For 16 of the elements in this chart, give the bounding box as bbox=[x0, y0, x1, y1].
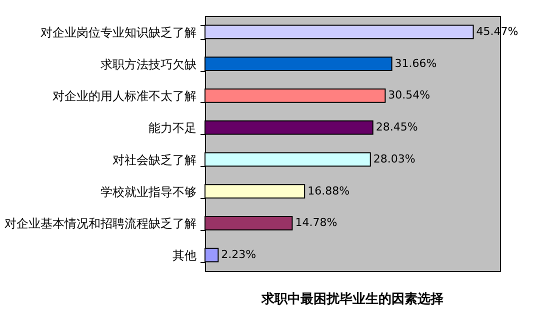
data-label: 30.54% bbox=[388, 88, 430, 102]
data-label: 28.03% bbox=[373, 152, 416, 166]
data-label: 14.78% bbox=[295, 216, 338, 230]
y-tick-label: 学校就业指导不够 bbox=[100, 184, 196, 199]
data-label: 16.88% bbox=[308, 184, 350, 198]
data-label: 31.66% bbox=[394, 56, 437, 70]
data-label: 28.45% bbox=[376, 120, 418, 134]
y-tick-label: 对企业基本情况和招聘流程缺乏了解 bbox=[4, 216, 196, 231]
y-tick-label: 对企业的用人标准不太了解 bbox=[52, 89, 196, 104]
data-label: 2.23% bbox=[221, 248, 256, 262]
y-tick-label: 对社会缺乏了解 bbox=[112, 152, 196, 167]
y-tick-label: 对企业岗位专业知识缺乏了解 bbox=[40, 25, 196, 40]
text: 求职中最困扰毕业生的因素选择 bbox=[260, 291, 444, 307]
y-tick-label: 求职方法技巧欠缺 bbox=[100, 57, 196, 72]
y-tick-label: 其他 bbox=[172, 248, 196, 263]
y-tick-label: 能力不足 bbox=[148, 121, 196, 136]
